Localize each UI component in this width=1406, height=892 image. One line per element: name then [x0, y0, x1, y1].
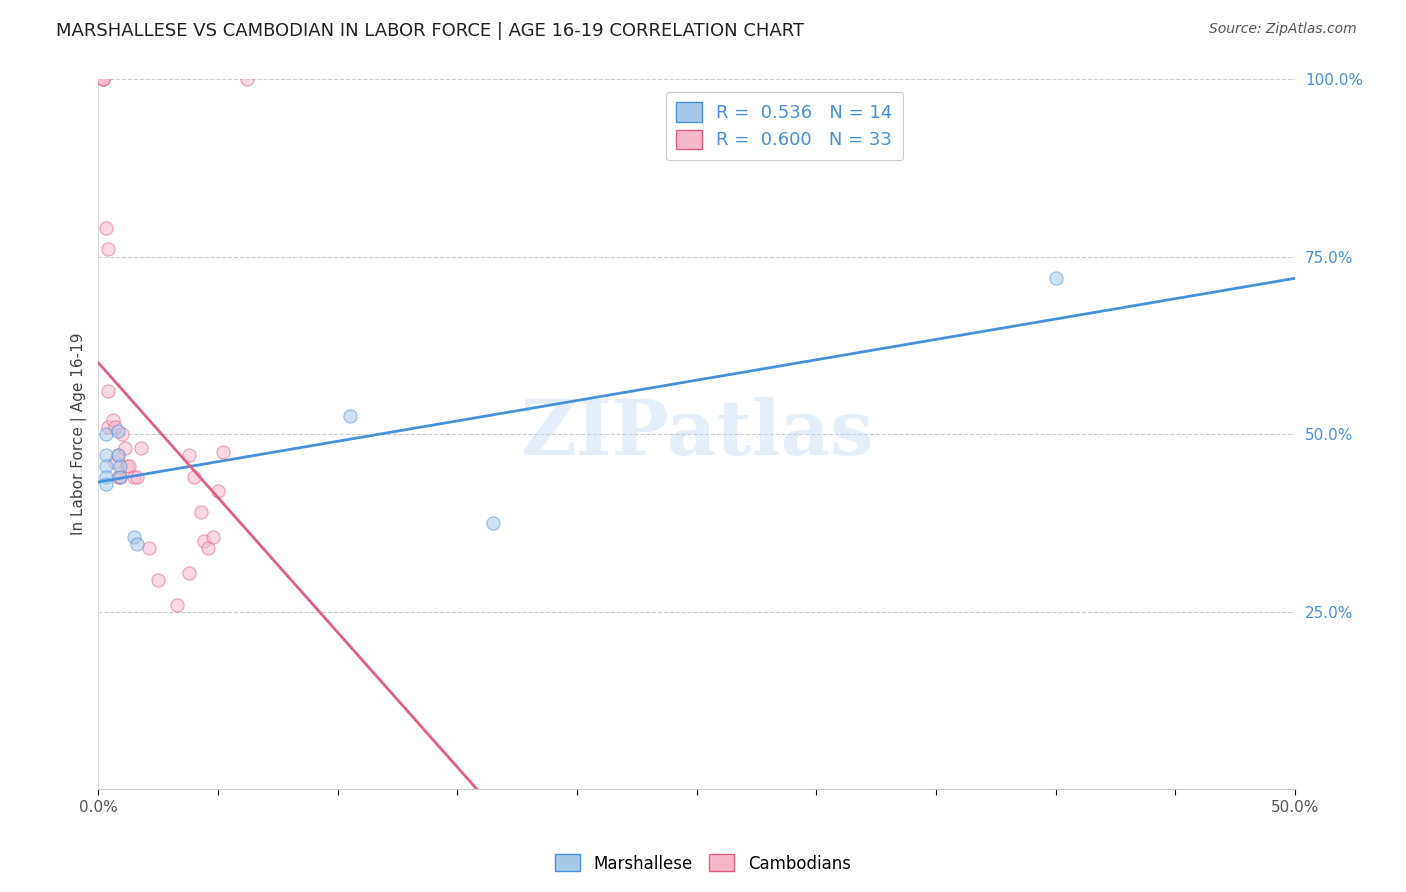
- Point: [94, 449, 117, 463]
- Text: MARSHALLESE VS CAMBODIAN IN LABOR FORCE | AGE 16-19 CORRELATION CHART: MARSHALLESE VS CAMBODIAN IN LABOR FORCE …: [56, 22, 804, 40]
- Point: [101, 413, 124, 427]
- Point: [122, 469, 145, 483]
- Point: [97, 420, 120, 434]
- Point: [179, 566, 201, 580]
- Legend: Marshallese, Cambodians: Marshallese, Cambodians: [548, 847, 858, 880]
- Point: [104, 420, 127, 434]
- Point: [125, 469, 148, 483]
- Point: [94, 458, 117, 473]
- Point: [122, 530, 145, 544]
- Point: [190, 505, 212, 519]
- Point: [148, 573, 170, 587]
- Point: [1045, 270, 1067, 285]
- Point: [104, 455, 127, 469]
- Text: ZIPatlas: ZIPatlas: [520, 397, 873, 471]
- Point: [118, 458, 141, 473]
- Point: [202, 530, 225, 544]
- Point: [91, 72, 114, 87]
- Point: [94, 469, 117, 483]
- Point: [125, 537, 148, 551]
- Point: [108, 469, 131, 483]
- Point: [107, 449, 129, 463]
- Point: [211, 445, 233, 459]
- Point: [97, 243, 120, 257]
- Point: [111, 427, 134, 442]
- Point: [91, 72, 114, 87]
- Point: [108, 458, 131, 473]
- Point: [183, 469, 205, 483]
- Point: [107, 424, 129, 438]
- Point: [94, 221, 117, 235]
- Point: [236, 72, 259, 87]
- Point: [197, 541, 219, 555]
- Point: [91, 72, 114, 87]
- Point: [166, 598, 188, 612]
- Point: [138, 541, 160, 555]
- Y-axis label: In Labor Force | Age 16-19: In Labor Force | Age 16-19: [72, 333, 87, 535]
- Point: [94, 427, 117, 442]
- Point: [193, 533, 215, 548]
- Point: [94, 476, 117, 491]
- Point: [97, 384, 120, 399]
- Point: [107, 449, 129, 463]
- Point: [179, 449, 201, 463]
- Point: [482, 516, 505, 530]
- Point: [107, 469, 129, 483]
- Point: [108, 469, 131, 483]
- Point: [339, 409, 361, 424]
- Point: [207, 483, 229, 498]
- Text: Source: ZipAtlas.com: Source: ZipAtlas.com: [1209, 22, 1357, 37]
- Point: [114, 442, 136, 456]
- Point: [115, 458, 138, 473]
- Legend: R =  0.536   N = 14, R =  0.600   N = 33: R = 0.536 N = 14, R = 0.600 N = 33: [665, 92, 903, 161]
- Point: [131, 442, 153, 456]
